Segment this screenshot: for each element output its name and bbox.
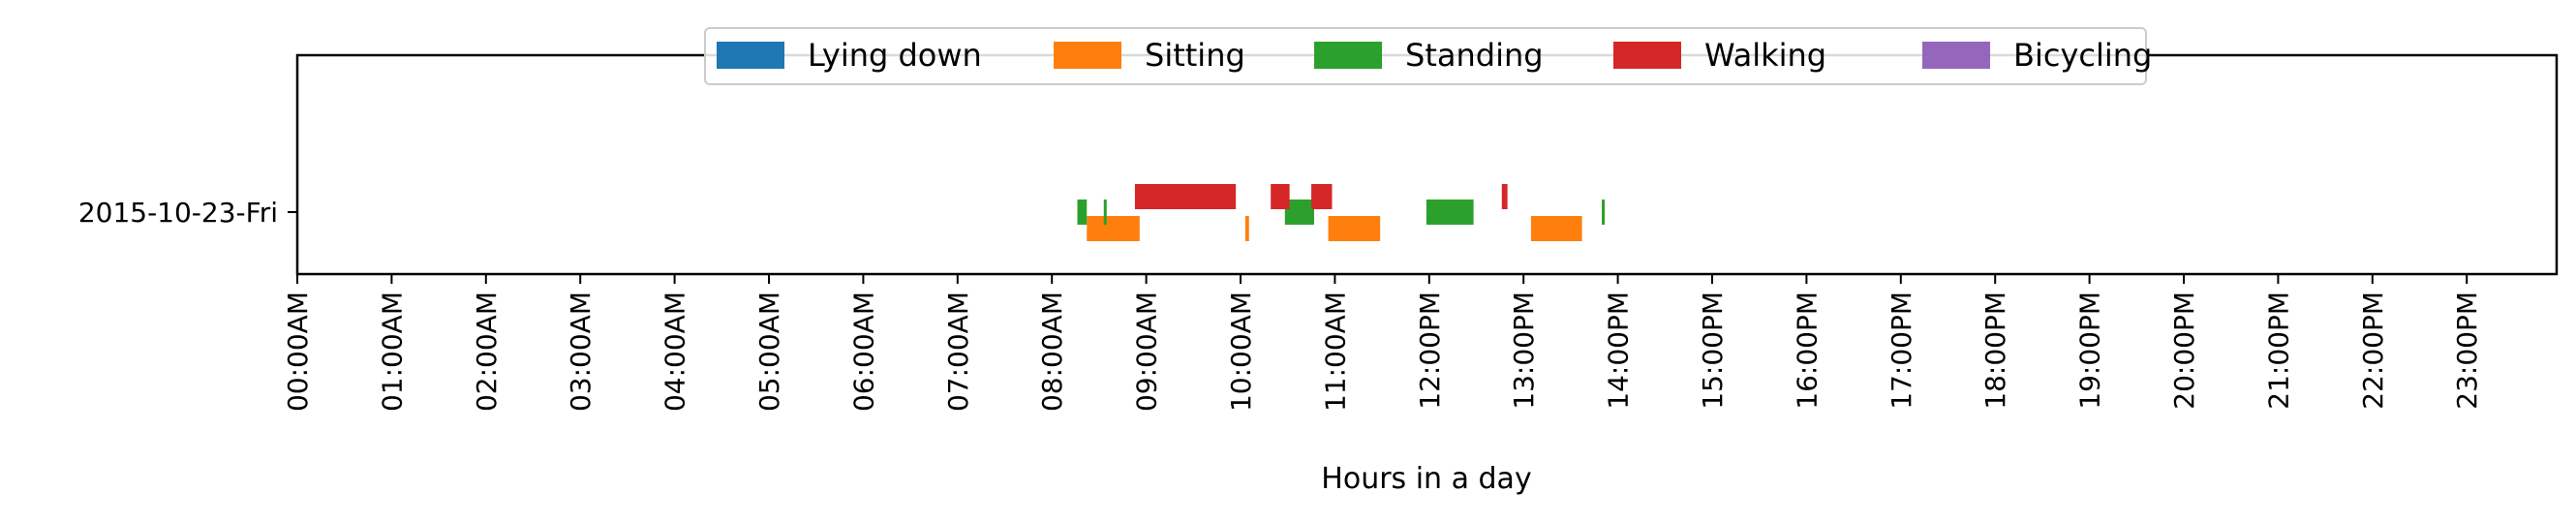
- legend-label-sitting: Sitting: [1145, 37, 1245, 74]
- legend-label-bicycling: Bicycling: [2013, 37, 2152, 74]
- bar-sitting-1: [1244, 216, 1249, 241]
- bar-standing-1: [1103, 200, 1107, 225]
- bar-standing-4: [1602, 200, 1606, 225]
- x-tick-label: 00:00AM: [282, 292, 314, 412]
- bar-walking-1: [1271, 184, 1290, 209]
- bar-standing-2: [1284, 200, 1314, 225]
- y-axis: 2015-10-23-Fri: [78, 197, 297, 229]
- x-tick-label: 18:00PM: [1979, 292, 2011, 410]
- x-tick-label: 03:00AM: [565, 292, 597, 412]
- bar-sitting-3: [1530, 216, 1582, 241]
- legend: Lying down Sitting Standing Walking Bicyclin…: [704, 27, 2152, 85]
- bars-layer: [1077, 184, 1606, 241]
- x-tick-label: 23:00PM: [2451, 292, 2483, 410]
- bar-walking-0: [1134, 184, 1237, 209]
- bar-sitting-0: [1087, 216, 1140, 241]
- x-tick-label: 17:00PM: [1886, 292, 1917, 410]
- legend-label-walking: Walking: [1704, 37, 1826, 74]
- x-tick-label: 16:00PM: [1791, 292, 1823, 410]
- x-tick-label: 09:00AM: [1131, 292, 1163, 412]
- legend-swatch-walking: [1613, 42, 1681, 69]
- x-tick-label: 11:00AM: [1319, 292, 1351, 412]
- x-tick-label: 10:00AM: [1225, 292, 1257, 412]
- legend-label-lying-down: Lying down: [808, 37, 982, 74]
- x-tick-label: 04:00AM: [659, 292, 691, 412]
- x-tick-label: 14:00PM: [1603, 292, 1635, 410]
- legend-swatch-lying-down: [717, 42, 784, 69]
- legend-swatch-bicycling: [1922, 42, 1990, 69]
- bar-walking-2: [1311, 184, 1333, 209]
- x-tick-label: 01:00AM: [376, 292, 408, 412]
- bar-walking-3: [1501, 184, 1508, 209]
- x-tick-label: 20:00PM: [2168, 292, 2200, 410]
- x-tick-label: 06:00AM: [847, 292, 879, 412]
- x-tick-label: 22:00PM: [2357, 292, 2389, 410]
- plot-frame: [295, 53, 2559, 276]
- x-tick-label: 21:00PM: [2262, 292, 2294, 410]
- x-tick-label: 02:00AM: [471, 292, 503, 412]
- legend-swatch-standing: [1314, 42, 1382, 69]
- bar-sitting-2: [1328, 216, 1381, 241]
- bar-standing-0: [1077, 200, 1088, 225]
- x-tick-label: 15:00PM: [1697, 292, 1729, 410]
- x-tick-label: 05:00AM: [753, 292, 785, 412]
- y-tick-label: 2015-10-23-Fri: [78, 197, 278, 229]
- legend-swatch-sitting: [1054, 42, 1121, 69]
- x-tick-label: 07:00AM: [942, 292, 974, 412]
- x-tick-label: 13:00PM: [1508, 292, 1540, 410]
- x-tick-label: 12:00PM: [1414, 292, 1446, 410]
- x-axis-label: Hours in a day: [1321, 462, 1531, 496]
- x-tick-label: 19:00PM: [2074, 292, 2106, 410]
- x-axis: 00:00AM 01:00AM 02:00AM 03:00AM 04:00AM 05:00…: [282, 274, 2483, 412]
- x-tick-label: 08:00AM: [1036, 292, 1068, 412]
- bar-standing-3: [1426, 200, 1474, 225]
- legend-label-standing: Standing: [1405, 37, 1544, 74]
